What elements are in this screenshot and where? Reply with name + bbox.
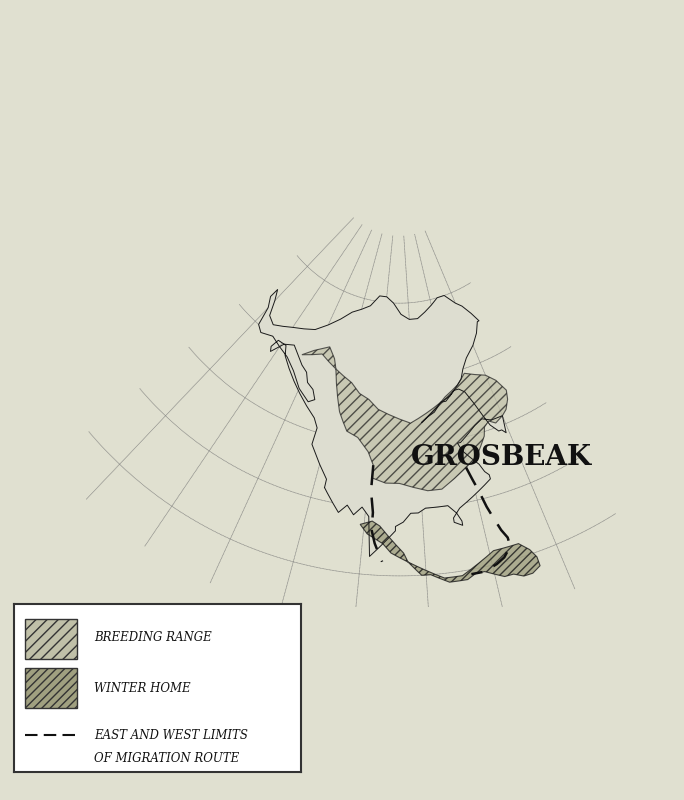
Text: EAST AND WEST LIMITS: EAST AND WEST LIMITS <box>94 729 248 742</box>
Bar <box>25 619 77 659</box>
Polygon shape <box>302 347 508 490</box>
Text: GROSBEAK: GROSBEAK <box>411 444 592 470</box>
Polygon shape <box>360 521 540 582</box>
Bar <box>25 668 77 708</box>
Polygon shape <box>259 290 506 557</box>
Text: OF MIGRATION ROUTE: OF MIGRATION ROUTE <box>94 752 239 765</box>
Text: BREEDING RANGE: BREEDING RANGE <box>94 631 212 644</box>
Text: WINTER HOME: WINTER HOME <box>94 682 191 694</box>
